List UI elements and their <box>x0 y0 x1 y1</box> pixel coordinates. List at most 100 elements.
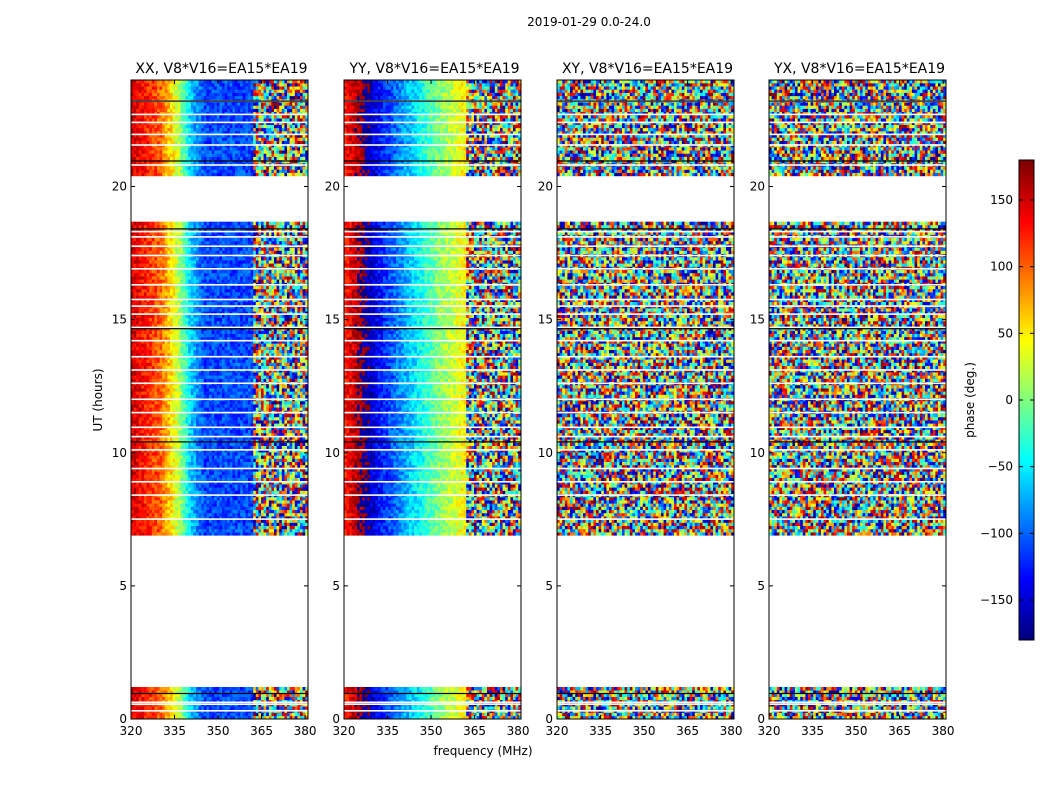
colorbar-segment <box>1019 352 1034 357</box>
colorbar-segment <box>1019 276 1034 281</box>
panel-frame <box>343 79 522 720</box>
colorbar-segment <box>1019 600 1034 605</box>
colorbar-segment <box>1019 512 1034 517</box>
y-tick-label: 0 <box>545 712 553 726</box>
colorbar-segment <box>1019 612 1034 617</box>
x-tick-label: 320 <box>758 724 781 738</box>
heatmap-cells <box>769 80 946 719</box>
heatmap-cells <box>131 80 308 719</box>
colorbar-segment <box>1019 228 1034 233</box>
colorbar-tick-label: 150 <box>990 193 1013 207</box>
colorbar-segment <box>1019 200 1034 205</box>
colorbar-segment <box>1019 580 1034 585</box>
colorbar-segment <box>1019 456 1034 461</box>
colorbar-segment <box>1019 184 1034 189</box>
colorbar-segment <box>1019 324 1034 329</box>
y-tick-label: 5 <box>332 579 340 593</box>
colorbar-segment <box>1019 244 1034 249</box>
y-tick-label: 10 <box>750 446 765 460</box>
x-tick-label: 350 <box>633 724 656 738</box>
colorbar-segment <box>1019 384 1034 389</box>
colorbar-segment <box>1019 444 1034 449</box>
colorbar-segment <box>1019 520 1034 525</box>
y-tick-label: 20 <box>112 180 127 194</box>
colorbar-segment <box>1019 556 1034 561</box>
colorbar-segment <box>1019 564 1034 569</box>
colorbar-segment <box>1019 488 1034 493</box>
colorbar-segment <box>1019 188 1034 193</box>
colorbar-segment <box>1019 468 1034 473</box>
colorbar-segment <box>1019 192 1034 197</box>
x-tick-label: 320 <box>120 724 143 738</box>
colorbar-label: phase (deg.) <box>963 362 977 438</box>
colorbar-segment <box>1019 320 1034 325</box>
colorbar-segment <box>1019 408 1034 413</box>
panels: XX, V8*V16=EA15*EA19 320 335 350 365 380 0 5 10 1… <box>112 61 955 738</box>
x-tick-label: 380 <box>507 724 530 738</box>
colorbar-segment <box>1019 532 1034 537</box>
colorbar-segment <box>1019 224 1034 229</box>
colorbar-segment <box>1019 360 1034 365</box>
colorbar-segment <box>1019 280 1034 285</box>
colorbar-segment <box>1019 548 1034 553</box>
y-tick-label: 10 <box>538 446 553 460</box>
panel-frame <box>130 79 309 720</box>
colorbar-segment <box>1019 284 1034 289</box>
x-tick-label: 320 <box>333 724 356 738</box>
colorbar-segment <box>1019 196 1034 201</box>
colorbar-tick-label: −150 <box>980 593 1013 607</box>
colorbar-segment <box>1019 268 1034 273</box>
colorbar-segment <box>1019 552 1034 557</box>
colorbar-segment <box>1019 292 1034 297</box>
colorbar-segment <box>1019 356 1034 361</box>
x-tick-label: 350 <box>207 724 230 738</box>
x-tick-label: 335 <box>376 724 399 738</box>
colorbar-segment <box>1019 304 1034 309</box>
colorbar-tick-label: 0 <box>1005 393 1013 407</box>
x-tick-label: 350 <box>420 724 443 738</box>
heatmap-cells <box>557 80 734 719</box>
x-axis-label: frequency (MHz) <box>433 744 532 758</box>
colorbar-segment <box>1019 364 1034 369</box>
colorbar-segment <box>1019 340 1034 345</box>
y-tick-label: 5 <box>119 579 127 593</box>
colorbar-segment <box>1019 480 1034 485</box>
colorbar-segment <box>1019 372 1034 377</box>
colorbar-segment <box>1019 544 1034 549</box>
colorbar-segment <box>1019 168 1034 173</box>
colorbar-segment <box>1019 452 1034 457</box>
y-tick-label: 15 <box>538 313 553 327</box>
colorbar-segment <box>1019 176 1034 181</box>
colorbar-segment <box>1019 264 1034 269</box>
colorbar-segment <box>1019 232 1034 237</box>
colorbar-segment <box>1019 380 1034 385</box>
y-tick-label: 0 <box>119 712 127 726</box>
colorbar-segment <box>1019 560 1034 565</box>
colorbar-segment <box>1019 448 1034 453</box>
colorbar-segment <box>1019 312 1034 317</box>
colorbar-segment <box>1019 440 1034 445</box>
colorbar-segment <box>1019 596 1034 601</box>
colorbar-segment <box>1019 376 1034 381</box>
colorbar-segment <box>1019 460 1034 465</box>
colorbar-tick-label: −100 <box>980 526 1013 540</box>
colorbar-segment <box>1019 368 1034 373</box>
colorbar-segment <box>1019 260 1034 265</box>
colorbar-segment <box>1019 308 1034 313</box>
colorbar-segment <box>1019 316 1034 321</box>
colorbar-segment <box>1019 584 1034 589</box>
colorbar-segment <box>1019 636 1034 641</box>
x-tick-label: 380 <box>932 724 955 738</box>
colorbar-segment <box>1019 536 1034 541</box>
panel-title: YY, V8*V16=EA15*EA19 <box>348 61 519 77</box>
colorbar-segment <box>1019 400 1034 405</box>
colorbar-segment <box>1019 616 1034 621</box>
colorbar-segment <box>1019 628 1034 633</box>
y-tick-label: 15 <box>750 313 765 327</box>
panel-1: XX, V8*V16=EA15*EA19 320 335 350 365 380 0 5 10 1… <box>112 61 317 738</box>
colorbar-segment <box>1019 344 1034 349</box>
colorbar-segment <box>1019 240 1034 245</box>
colorbar-segment <box>1019 160 1034 165</box>
x-tick-label: 335 <box>163 724 186 738</box>
